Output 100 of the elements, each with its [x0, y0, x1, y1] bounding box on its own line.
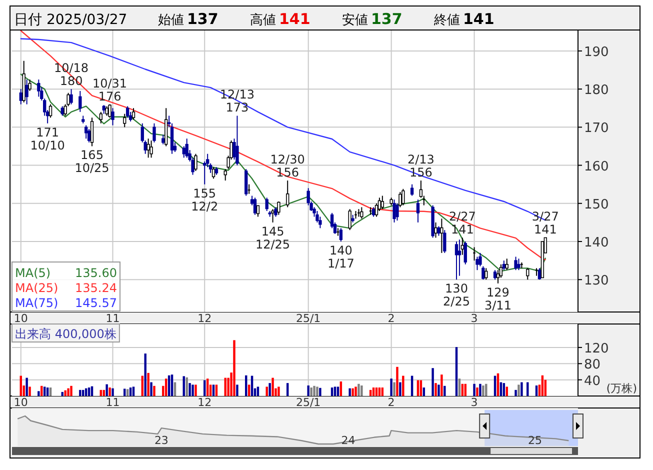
bar: [334, 386, 336, 396]
annotation: 140 1/17: [327, 244, 354, 270]
bar: [204, 380, 206, 396]
candlestick: [440, 218, 444, 254]
y-axis-title: (万株): [606, 382, 637, 395]
candlestick: [505, 258, 508, 271]
bar: [307, 385, 310, 396]
bar: [455, 347, 458, 396]
bar: [420, 380, 422, 396]
candlestick: [454, 241, 458, 280]
bar: [313, 386, 316, 396]
candlestick: [37, 79, 40, 98]
bar: [192, 384, 194, 396]
annotation: 10/31 176: [92, 76, 128, 104]
text: 始値: [158, 13, 184, 28]
bar: [186, 377, 188, 396]
bar: [164, 378, 168, 396]
bar: [28, 386, 31, 396]
bar: [440, 374, 443, 396]
candlestick: [402, 188, 405, 206]
text: 終値: [433, 13, 460, 28]
bar: [496, 373, 500, 396]
y-tick-label: 140: [584, 236, 609, 250]
candlestick: [339, 228, 343, 242]
bar: [514, 390, 517, 396]
candlestick: [398, 191, 402, 208]
candlestick: [146, 138, 150, 158]
candlestick: [368, 206, 372, 216]
bar: [479, 384, 482, 396]
bar: [396, 366, 398, 396]
candlestick: [484, 268, 488, 280]
bar: [106, 384, 108, 396]
candlestick: [502, 260, 506, 271]
text: 高値: [250, 12, 276, 28]
bar: [286, 383, 289, 396]
annotation: 130 2/25: [443, 282, 470, 309]
bar: [194, 384, 197, 396]
bar: [168, 375, 170, 396]
bar: [206, 378, 209, 396]
bar: [188, 383, 191, 396]
candlestick: [253, 197, 257, 216]
y-tick-label: 170: [584, 121, 609, 136]
candlestick: [271, 208, 274, 223]
x-tick-label: 10: [14, 396, 28, 409]
bar: [256, 386, 260, 396]
chart-title: 出来高 400,000株: [15, 327, 116, 341]
text: 137: [371, 10, 402, 28]
candlestick: [265, 197, 268, 212]
x-tick-label: 2: [388, 312, 395, 325]
bar: [132, 386, 135, 396]
candlestick: [437, 226, 440, 236]
annotation: 171 10/10: [30, 125, 65, 152]
bar: [336, 386, 340, 396]
x-tick-label: 24: [341, 434, 356, 447]
candlestick: [526, 268, 530, 280]
bar: [541, 375, 544, 396]
bar: [233, 340, 236, 396]
bar: [123, 388, 126, 396]
candlestick: [25, 79, 28, 105]
candlestick: [170, 122, 174, 154]
y-tick-label: 40: [584, 374, 601, 389]
bar: [402, 376, 404, 396]
candlestick: [482, 266, 485, 280]
candlestick: [48, 104, 52, 118]
candlestick: [132, 108, 136, 120]
bar: [236, 384, 238, 396]
candlestick: [99, 111, 102, 124]
bar: [358, 384, 360, 396]
bar: [153, 386, 156, 396]
bar: [393, 382, 396, 396]
candlestick: [458, 239, 462, 276]
candlestick: [277, 200, 280, 216]
bar: [432, 368, 434, 396]
bar: [352, 388, 354, 396]
bar: [215, 384, 218, 396]
bar: [108, 388, 111, 396]
bar: [340, 381, 342, 396]
text: 137: [187, 10, 218, 28]
x-tick-label: 11: [106, 312, 120, 325]
bar: [266, 386, 268, 396]
candlestick: [105, 106, 108, 116]
bar: [310, 388, 312, 396]
candlestick: [126, 106, 130, 118]
candlestick: [182, 146, 186, 158]
bar: [150, 382, 152, 396]
candlestick: [212, 166, 216, 180]
bar: [212, 384, 215, 396]
bar: [416, 380, 420, 396]
candlestick: [478, 252, 482, 267]
candlestick: [274, 206, 278, 218]
candlestick: [150, 140, 153, 158]
y-tick-label: 150: [584, 197, 609, 212]
candlestick: [224, 168, 227, 182]
candlestick: [19, 88, 22, 105]
candlestick: [380, 195, 384, 210]
candlestick: [123, 113, 126, 128]
bar: [502, 383, 506, 396]
bar: [64, 390, 66, 396]
bar: [458, 378, 461, 396]
bar: [354, 386, 357, 396]
